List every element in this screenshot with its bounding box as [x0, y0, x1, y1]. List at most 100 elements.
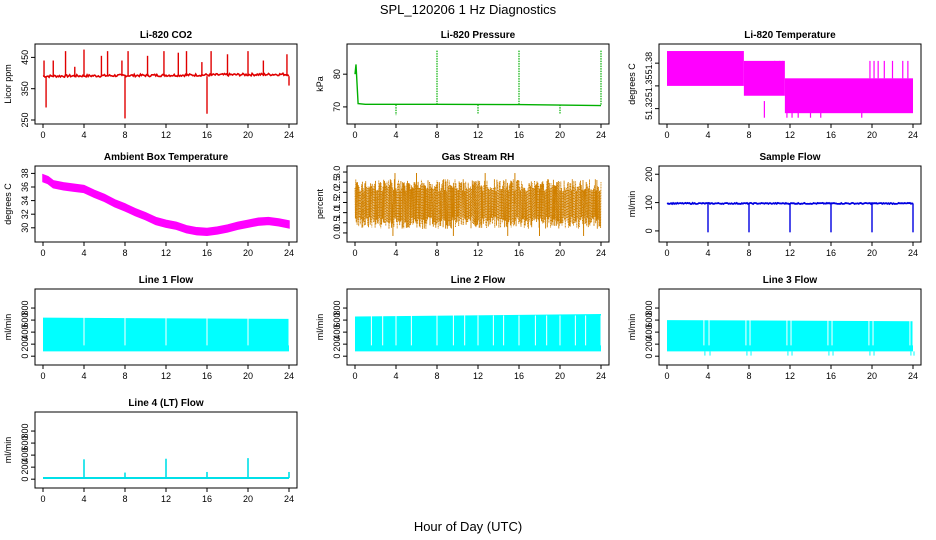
y-tick-label: 3.0: [332, 166, 342, 179]
panel-title: Li-820 CO2: [140, 30, 193, 41]
x-tick-label: 12: [473, 248, 483, 258]
y-tick-label: 34: [20, 196, 30, 206]
panel-title: Line 3 Flow: [763, 275, 818, 286]
y-tick-label: 800: [644, 301, 654, 316]
x-tick-label: 0: [664, 248, 669, 258]
x-tick-label: 12: [161, 371, 171, 381]
panel-title: Li-820 Pressure: [441, 30, 516, 41]
x-tick-label: 12: [473, 371, 483, 381]
y-tick-label: 2.0: [332, 186, 342, 199]
plot-frame: [34, 165, 298, 243]
y-tick-label: 0: [644, 354, 654, 359]
x-tick-label: 0: [40, 494, 45, 504]
x-tick-label: 20: [243, 371, 253, 381]
x-tick-label: 16: [514, 248, 524, 258]
panel-li820-temperature: Li-820 Temperature degrees C 0 4 8 12 16 20 24 51…: [627, 30, 922, 140]
y-tick-label: 2.5: [332, 176, 342, 189]
panel-line-2-flow: Line 2 Flow ml/min 0 4 8 12 16 20 24 0 20040060080…: [315, 275, 610, 381]
y-tick-label: 200: [644, 337, 654, 352]
panel-line-3-flow: Line 3 Flow ml/min 0 4 8 12 16 20 24 0 20040060080…: [627, 275, 922, 381]
panel-gas-stream-rh: Gas Stream RH percent 0 4 8 12 16 20 24 0.00.51.0…: [315, 152, 610, 258]
y-axis-label: ml/min: [3, 314, 13, 341]
y-tick-label: 350: [20, 81, 30, 96]
x-tick-label: 0: [664, 130, 669, 140]
x-tick-label: 20: [555, 371, 565, 381]
x-tick-label: 0: [40, 248, 45, 258]
x-tick-label: 4: [81, 248, 86, 258]
y-axis-label: ml/min: [315, 314, 325, 341]
y-tick-label: 0.0: [332, 227, 342, 240]
y-axis-label: ml/min: [3, 437, 13, 464]
x-tick-label: 24: [596, 248, 606, 258]
x-tick-label: 24: [596, 371, 606, 381]
y-axis-label: percent: [315, 188, 325, 219]
x-tick-label: 4: [81, 130, 86, 140]
y-tick-label: 30: [20, 223, 30, 233]
panel-title: Li-820 Temperature: [744, 30, 836, 41]
plot-frame: [658, 165, 922, 243]
y-tick-label: 600: [20, 313, 30, 328]
data-series: [667, 319, 915, 356]
y-tick-label: 0: [644, 228, 654, 233]
x-tick-label: 24: [284, 494, 294, 504]
x-tick-label: 20: [555, 248, 565, 258]
plot-frame: [658, 43, 922, 125]
y-tick-label: 400: [332, 325, 342, 340]
x-tick-label: 4: [81, 371, 86, 381]
x-tick-label: 20: [243, 248, 253, 258]
y-tick-label: 800: [332, 301, 342, 316]
x-tick-label: 12: [785, 130, 795, 140]
y-tick-label: 80: [332, 69, 342, 79]
x-tick-label: 4: [705, 248, 710, 258]
y-tick-label: 800: [20, 301, 30, 316]
y-tick-label: 450: [20, 50, 30, 65]
y-tick-label: 400: [644, 325, 654, 340]
x-tick-label: 8: [746, 130, 751, 140]
plot-frame: [346, 288, 610, 366]
x-tick-label: 16: [202, 130, 212, 140]
co2-series-line: [42, 71, 290, 79]
x-tick-label: 4: [393, 371, 398, 381]
x-tick-label: 8: [746, 371, 751, 381]
x-tick-label: 20: [867, 371, 877, 381]
plot-frame: [346, 165, 610, 243]
x-tick-label: 16: [202, 371, 212, 381]
x-tick-label: 0: [40, 130, 45, 140]
panel-li820-pressure: Li-820 Pressure kPa 0 4 8 12 16 20 24 70 80: [315, 30, 610, 140]
temperature-band: [667, 51, 744, 86]
panel-title: Sample Flow: [759, 152, 820, 163]
y-axis-label: degrees C: [3, 183, 13, 225]
x-tick-label: 20: [243, 130, 253, 140]
x-tick-label: 24: [908, 130, 918, 140]
x-tick-label: 24: [284, 130, 294, 140]
x-tick-label: 4: [705, 130, 710, 140]
temperature-band: [743, 60, 785, 96]
y-tick-label: 600: [20, 436, 30, 451]
x-tick-label: 16: [202, 494, 212, 504]
plot-frame: [346, 43, 610, 125]
panel-line-4-flow: Line 4 (LT) Flow ml/min 0 4 8 12 16 20 24 0 200400…: [3, 398, 298, 504]
data-series: [42, 173, 290, 237]
x-tick-label: 12: [785, 248, 795, 258]
y-axis-label: ml/min: [627, 314, 637, 341]
x-tick-label: 0: [352, 371, 357, 381]
x-tick-label: 8: [434, 371, 439, 381]
x-tick-label: 24: [284, 248, 294, 258]
flow-band: [667, 320, 913, 352]
x-tick-label: 8: [434, 248, 439, 258]
data-series: [43, 458, 290, 479]
data-series: [354, 173, 602, 236]
x-tick-label: 4: [393, 248, 398, 258]
y-tick-label: 36: [20, 182, 30, 192]
panel-title: Line 2 Flow: [451, 275, 506, 286]
data-series: [42, 49, 290, 119]
y-axis-label: kPa: [315, 76, 325, 92]
x-tick-label: 0: [664, 371, 669, 381]
y-tick-label: 51.38: [644, 52, 654, 75]
x-tick-label: 12: [161, 130, 171, 140]
x-tick-label: 0: [352, 248, 357, 258]
x-tick-label: 16: [514, 130, 524, 140]
data-series: [355, 314, 602, 352]
y-tick-label: 51.35: [644, 75, 654, 98]
